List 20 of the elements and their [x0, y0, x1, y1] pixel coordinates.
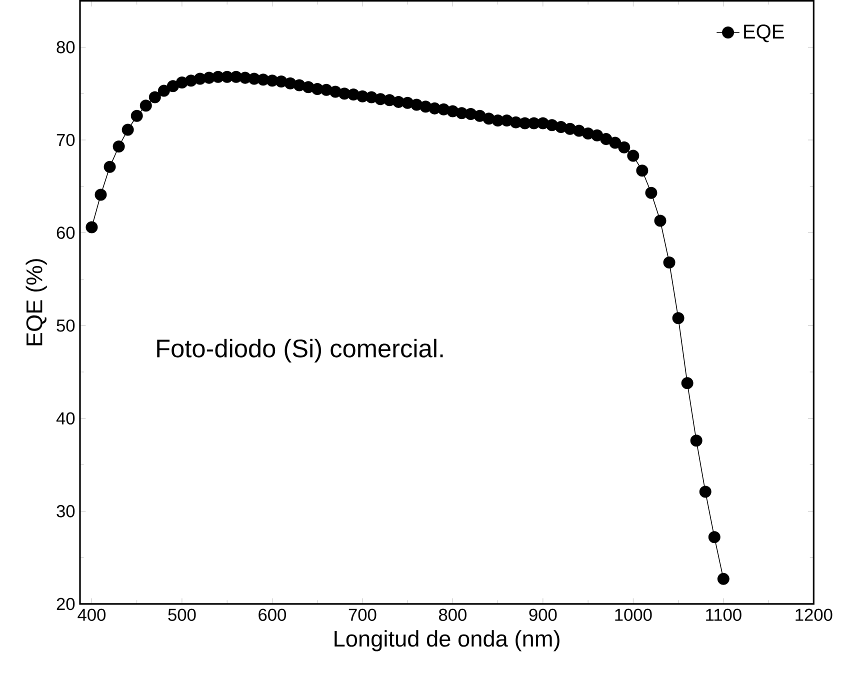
x-axis-title: Longitud de onda (nm): [334, 630, 560, 652]
y-tick-label: 60: [56, 226, 75, 239]
y-tick-label: 50: [56, 319, 75, 332]
annotation: Foto-diodo (Si) comercial.: [157, 338, 443, 362]
x-tick-label: 1000: [615, 608, 652, 621]
x-tick-label: 1100: [706, 608, 742, 621]
y-tick-label: 20: [56, 598, 75, 610]
y-tick-label: 80: [56, 41, 75, 54]
x-tick-label: 600: [258, 608, 286, 621]
y-tick-label: 70: [56, 134, 75, 146]
y-axis-title: EQE (%): [26, 259, 47, 346]
y-tick-label: 30: [56, 505, 75, 518]
legend-label: EQE: [744, 24, 784, 42]
x-tick-label: 500: [168, 608, 196, 621]
x-tick-label: 900: [529, 608, 557, 621]
x-tick-label: 400: [78, 608, 106, 621]
x-tick-label: 800: [438, 608, 466, 621]
y-tick-label: 40: [56, 412, 75, 425]
x-tick-label: 700: [348, 608, 376, 621]
x-tick-label: 1200: [796, 608, 832, 621]
